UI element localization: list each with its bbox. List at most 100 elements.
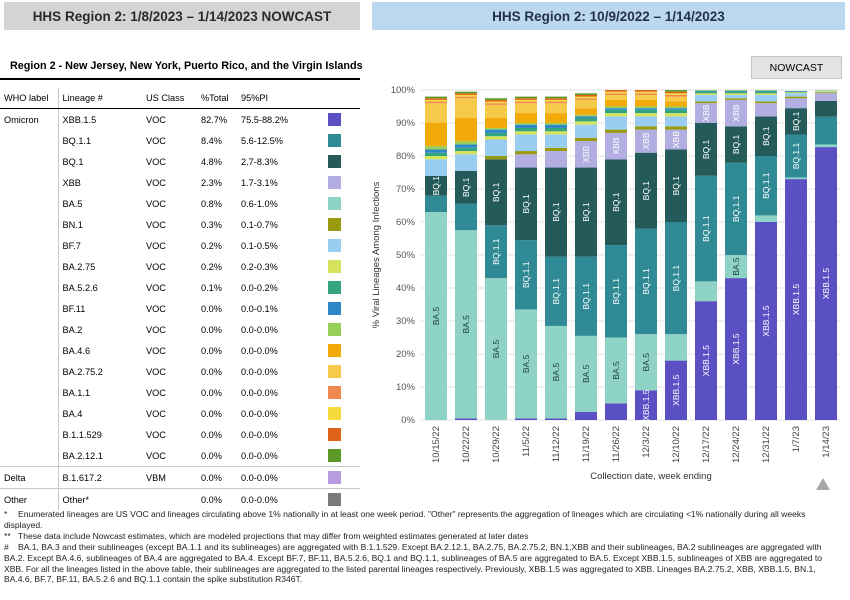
bar-stack: XBB.1.5 BQ.1.1 BQ.1 [755, 90, 777, 420]
lineage-color-swatch [328, 134, 341, 147]
table-row: Omicron XBB.1.5 VOC 82.7% 75.5-88.2% [0, 108, 360, 130]
bar-segment [785, 91, 807, 93]
header-percent-total: %Total [197, 88, 237, 109]
percent-total-cell: 0.0% [201, 324, 222, 335]
who-label-cell [0, 298, 59, 319]
bar-segment [485, 159, 507, 226]
bar-segment [725, 91, 747, 94]
lineage-cell: BA.2.75.2 [62, 366, 103, 377]
lineage-color-swatch [328, 386, 341, 399]
bar-segment [575, 124, 597, 138]
y-tick-label: 40% [396, 283, 416, 294]
bar-segment [575, 118, 597, 122]
bar-segment [425, 195, 447, 213]
bar-segment [485, 118, 507, 128]
lineage-cell: BA.2.12.1 [62, 450, 103, 461]
y-tick-label: 50% [396, 250, 416, 261]
lineage-cell: B.1.617.2 [58, 466, 142, 489]
percent-total-cell: 8.4% [201, 135, 222, 146]
bar-segment [755, 91, 777, 94]
lineage-cell: BA.5 [62, 198, 83, 209]
percent-total-cell: 0.3% [201, 219, 222, 230]
segment-label: BQ.1 [701, 139, 711, 159]
percent-total-cell: 82.7% [197, 108, 237, 130]
segment-label: BQ.1 [551, 202, 561, 222]
lineage-cell: BN.1 [62, 219, 83, 230]
bar-stack: BA.5 BQ.1 [425, 96, 447, 420]
bar-segment [575, 108, 597, 115]
us-class-cell: VOC [146, 324, 166, 335]
segment-label: BQ.1 [581, 202, 591, 222]
bar-segment [635, 99, 657, 107]
bar-segment [755, 215, 777, 222]
percent-total-cell: 0.2% [201, 261, 222, 272]
segment-label: BQ.1.1 [491, 238, 501, 265]
us-class-cell: VOC [146, 240, 166, 251]
segment-label: BQ.1 [461, 177, 471, 197]
segment-label: XBB [731, 104, 741, 121]
bar-segment [755, 90, 777, 92]
bar-segment [725, 93, 747, 95]
lineage-color-swatch [328, 113, 341, 126]
us-class-cell: VOC [146, 429, 166, 440]
bar-segment [815, 116, 837, 145]
nowcast-button[interactable]: NOWCAST [751, 56, 842, 79]
pi-cell: 0.0-0.0% [241, 366, 278, 377]
who-label-cell [0, 151, 59, 172]
segment-label: BQ.1.1 [671, 265, 681, 292]
bar-segment [545, 167, 567, 257]
color-swatch-cell [304, 235, 360, 256]
pi-cell: 0.1-0.5% [241, 240, 278, 251]
bar-segment [455, 141, 477, 145]
segment-label: BQ.1.1 [761, 172, 771, 199]
bar-segment [515, 123, 537, 125]
bar-segment [515, 309, 537, 419]
bar-stack: XBB.1.5 BA.5 BQ.1.1 BQ.1 XBB [725, 90, 747, 420]
bar-segment [485, 127, 507, 130]
scroll-up-arrow-icon[interactable] [816, 478, 830, 490]
bar-segment [725, 98, 747, 100]
bar-segment [455, 154, 477, 171]
segment-label: BQ.1.1 [551, 278, 561, 305]
bar-segment [575, 94, 597, 97]
bar-segment [575, 335, 597, 412]
table-row: BA.5.2.6 VOC 0.1% 0.0-0.2% [0, 277, 360, 298]
segment-label: BQ.1 [671, 176, 681, 196]
bar-segment [485, 136, 507, 140]
bar-segment [605, 91, 627, 94]
color-swatch-cell [304, 172, 360, 193]
x-tick-label: 12/10/22 [671, 426, 682, 463]
x-tick-label: 12/3/22 [641, 426, 652, 458]
percent-total-cell: 0.0% [201, 429, 222, 440]
bar-segment [425, 212, 447, 420]
lineage-cell: BQ.1 [62, 156, 84, 167]
color-swatch-cell [304, 340, 360, 361]
bar-segment [665, 113, 687, 117]
color-swatch-cell [304, 361, 360, 382]
bar-segment [545, 134, 567, 148]
header-95-pi: 95%PI [237, 88, 304, 109]
bar-segment [785, 108, 807, 135]
segment-label: BA.5 [641, 353, 651, 372]
percent-total-cell: 0.0% [201, 450, 222, 461]
x-tick-label: 1/7/23 [791, 426, 802, 452]
bar-stack: XBB.1.5 [815, 90, 837, 420]
bar-segment [635, 116, 657, 127]
bar-segment [605, 129, 627, 133]
pi-cell: 0.0-0.0% [241, 387, 278, 398]
us-class-cell [142, 488, 197, 510]
pi-cell: 0.0-0.2% [241, 282, 278, 293]
bar-segment [635, 93, 657, 95]
bar-segment [425, 159, 447, 176]
us-class-cell: VOC [146, 345, 166, 356]
bar-segment [515, 127, 537, 132]
bar-segment [665, 101, 687, 107]
bar-segment [545, 103, 567, 114]
bar-segment [425, 103, 447, 123]
bar-stack: BA.5 BQ.1.1 BQ.1 [515, 96, 537, 420]
bar-segment [485, 132, 507, 137]
bar-segment [455, 418, 477, 420]
segment-label: BA.5 [461, 315, 471, 334]
bar-segment [695, 101, 717, 104]
bar-segment [725, 90, 747, 91]
